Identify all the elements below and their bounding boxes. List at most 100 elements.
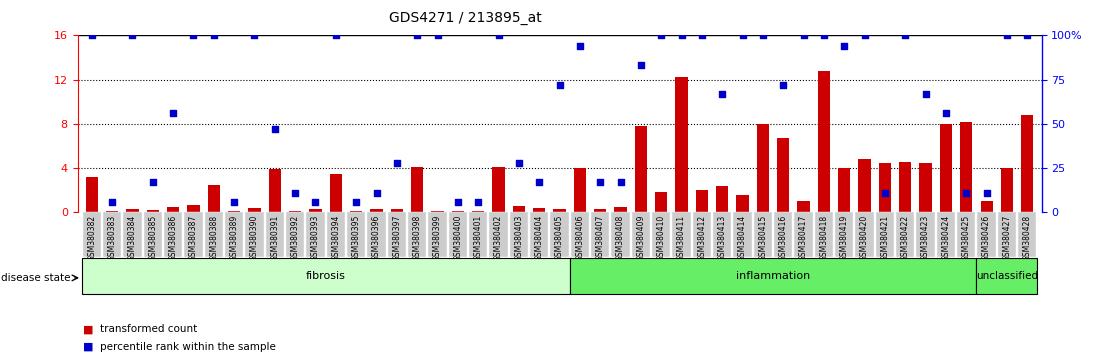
FancyBboxPatch shape	[551, 212, 568, 257]
FancyBboxPatch shape	[875, 212, 894, 257]
Bar	[492, 167, 504, 212]
Bar	[167, 207, 179, 212]
FancyBboxPatch shape	[83, 212, 101, 257]
FancyBboxPatch shape	[530, 212, 548, 257]
Text: GSM380406: GSM380406	[575, 215, 584, 261]
Point	[916, 91, 934, 97]
FancyBboxPatch shape	[714, 212, 731, 257]
Text: GSM380387: GSM380387	[189, 215, 198, 261]
Point	[692, 33, 710, 38]
Text: GSM380391: GSM380391	[270, 215, 279, 261]
Bar	[981, 201, 993, 212]
Point	[571, 43, 588, 49]
Bar	[818, 71, 830, 212]
Text: GSM380389: GSM380389	[229, 215, 238, 261]
Point	[876, 190, 894, 196]
Point	[855, 33, 873, 38]
Text: GSM380392: GSM380392	[290, 215, 299, 261]
FancyBboxPatch shape	[449, 212, 466, 257]
FancyBboxPatch shape	[306, 212, 325, 257]
Text: GSM380416: GSM380416	[779, 215, 788, 261]
Bar	[879, 162, 891, 212]
Bar	[452, 211, 464, 212]
Text: inflammation: inflammation	[736, 271, 810, 281]
Text: GSM380400: GSM380400	[453, 215, 462, 261]
Point	[347, 199, 365, 205]
FancyBboxPatch shape	[957, 212, 975, 257]
Point	[307, 199, 325, 205]
Point	[755, 33, 772, 38]
Text: GSM380419: GSM380419	[840, 215, 849, 261]
Text: GSM380395: GSM380395	[351, 215, 361, 261]
Bar	[757, 124, 769, 212]
FancyBboxPatch shape	[144, 212, 162, 257]
Point	[368, 190, 386, 196]
FancyBboxPatch shape	[632, 212, 650, 257]
Text: disease state: disease state	[1, 273, 71, 283]
FancyBboxPatch shape	[673, 212, 690, 257]
FancyBboxPatch shape	[916, 212, 935, 257]
Point	[632, 63, 649, 68]
Bar	[289, 211, 301, 212]
FancyBboxPatch shape	[82, 258, 570, 294]
Point	[653, 33, 670, 38]
FancyBboxPatch shape	[164, 212, 183, 257]
Point	[835, 43, 853, 49]
Point	[794, 33, 812, 38]
FancyBboxPatch shape	[855, 212, 874, 257]
Point	[612, 179, 629, 185]
Text: GDS4271 / 213895_at: GDS4271 / 213895_at	[389, 11, 542, 25]
Text: GSM380396: GSM380396	[372, 215, 381, 261]
Bar	[900, 161, 912, 212]
Bar	[330, 174, 342, 212]
Bar	[594, 209, 606, 212]
FancyBboxPatch shape	[936, 212, 955, 257]
FancyBboxPatch shape	[733, 212, 751, 257]
Bar	[391, 209, 403, 212]
FancyBboxPatch shape	[408, 212, 427, 257]
Text: GSM380386: GSM380386	[168, 215, 177, 261]
FancyBboxPatch shape	[103, 212, 121, 257]
Point	[246, 33, 264, 38]
Bar	[106, 211, 119, 212]
Point	[83, 33, 101, 38]
FancyBboxPatch shape	[205, 212, 223, 257]
FancyBboxPatch shape	[490, 212, 507, 257]
FancyBboxPatch shape	[510, 212, 529, 257]
Point	[774, 82, 792, 88]
Text: GSM380393: GSM380393	[311, 215, 320, 261]
Text: GSM380424: GSM380424	[942, 215, 951, 261]
FancyBboxPatch shape	[368, 212, 386, 257]
FancyBboxPatch shape	[774, 212, 792, 257]
Bar	[777, 138, 789, 212]
FancyBboxPatch shape	[184, 212, 203, 257]
Point	[510, 160, 527, 166]
Text: GSM380415: GSM380415	[758, 215, 768, 261]
FancyBboxPatch shape	[835, 212, 853, 257]
Bar	[431, 211, 443, 212]
Bar	[146, 210, 158, 212]
Text: GSM380403: GSM380403	[514, 215, 523, 261]
Point	[225, 199, 243, 205]
Point	[490, 33, 507, 38]
Point	[144, 179, 162, 185]
Text: GSM380411: GSM380411	[677, 215, 686, 261]
Bar	[269, 169, 281, 212]
Text: ■: ■	[83, 342, 93, 352]
Text: GSM380420: GSM380420	[860, 215, 869, 261]
Text: GSM380417: GSM380417	[799, 215, 808, 261]
Text: GSM380421: GSM380421	[881, 215, 890, 261]
Text: GSM380390: GSM380390	[250, 215, 259, 261]
Text: GSM380384: GSM380384	[127, 215, 137, 261]
Text: GSM380405: GSM380405	[555, 215, 564, 261]
Text: GSM380404: GSM380404	[535, 215, 544, 261]
Text: transformed count: transformed count	[100, 324, 197, 334]
Bar	[228, 211, 240, 212]
Text: GSM380413: GSM380413	[718, 215, 727, 261]
Text: GSM380410: GSM380410	[657, 215, 666, 261]
Bar	[513, 206, 525, 212]
Point	[531, 179, 548, 185]
Point	[470, 199, 488, 205]
Bar	[553, 209, 566, 212]
Point	[937, 110, 955, 116]
